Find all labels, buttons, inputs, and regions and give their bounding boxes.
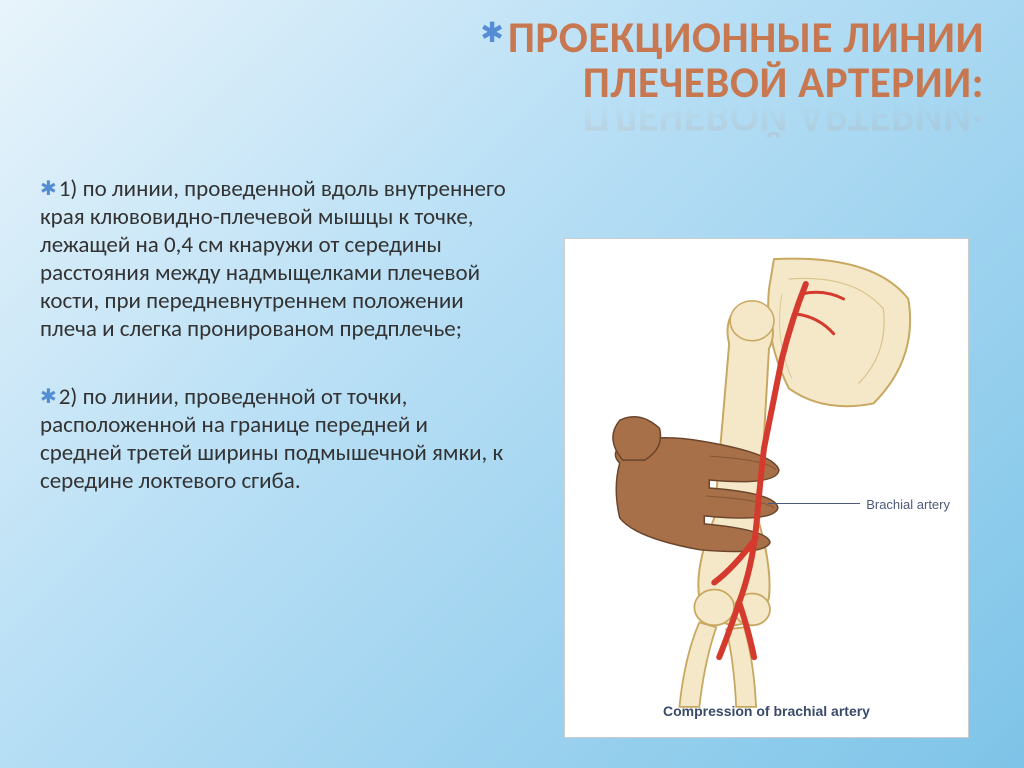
- title-reflection: плечевой артерии:: [344, 103, 984, 139]
- title-main: ✱Проекционные линии плечевой артерии:: [344, 15, 984, 105]
- title-block: ✱Проекционные линии плечевой артерии: пл…: [344, 15, 984, 139]
- anatomy-figure: Brachial artery Compression of brachial …: [564, 238, 969, 738]
- anatomy-illustration: [565, 239, 968, 737]
- bullet-star-icon: ✱: [40, 177, 57, 201]
- artery-label: Brachial artery: [866, 497, 950, 512]
- slide-body: ✱Проекционные линии плечевой артерии: пл…: [0, 0, 1024, 768]
- bullet-2: ✱2) по линии, проведенной от точки, расп…: [40, 383, 510, 495]
- bullet-1-text: 1) по линии, проведенной вдоль внутренне…: [40, 175, 506, 343]
- figure-caption: Compression of brachial artery: [565, 703, 968, 719]
- content-block: ✱1) по линии, проведенной вдоль внутренн…: [40, 175, 510, 535]
- title-line2: плечевой артерии:: [583, 56, 984, 109]
- bullet-2-text: 2) по линии, проведенной от точки, распо…: [40, 383, 503, 495]
- leader-line: [768, 503, 860, 504]
- bullet-star-icon: ✱: [40, 385, 57, 409]
- bullet-1: ✱1) по линии, проведенной вдоль внутренн…: [40, 175, 510, 343]
- bullet-star-icon: ✱: [480, 15, 503, 50]
